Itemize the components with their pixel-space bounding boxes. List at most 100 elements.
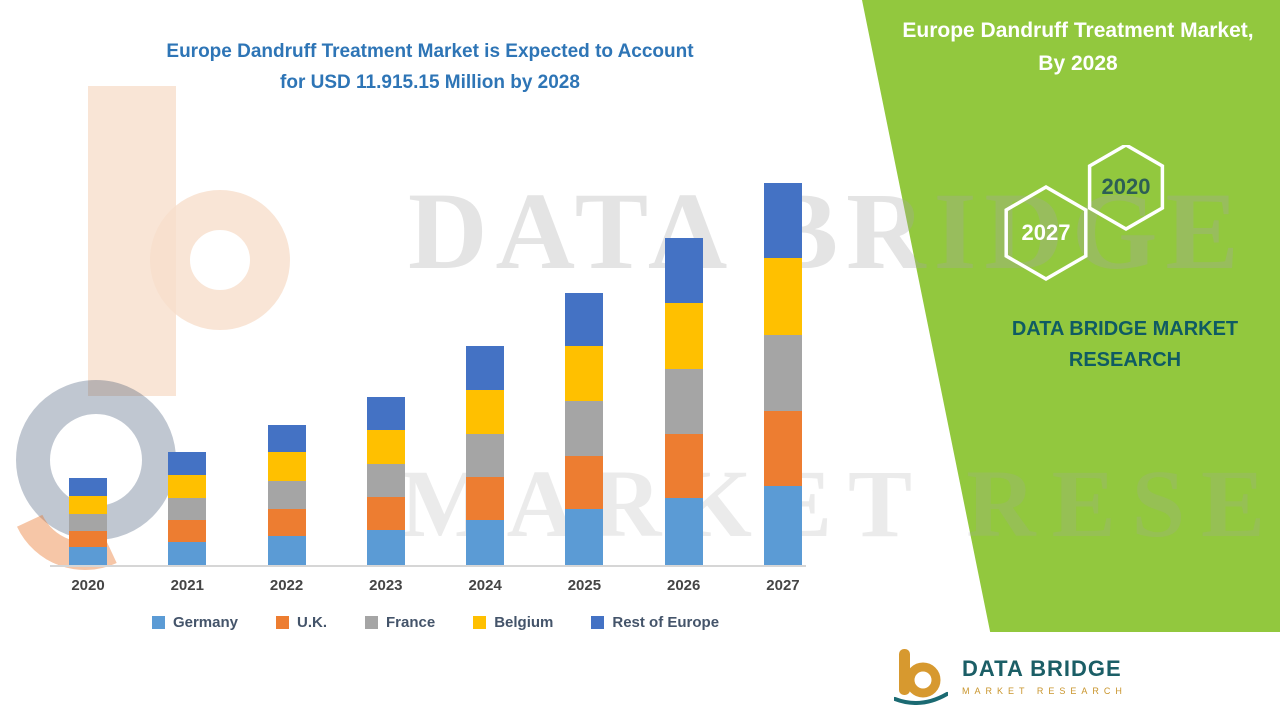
bar-stack	[168, 452, 207, 565]
legend-label: France	[385, 614, 436, 631]
panel-brand-text: DATA BRIDGE MARKET RESEARCH	[965, 314, 1280, 376]
watermark-text-line2: MARKET RESEARCH	[400, 450, 1280, 557]
bar-column	[58, 478, 118, 565]
page-title: Europe Dandruff Treatment Market is Expe…	[70, 36, 790, 98]
plot-area	[58, 172, 813, 565]
x-axis-label: 2023	[369, 577, 403, 594]
stacked-bar-chart: 2020 2021 2022 2023 2024 2025 2026 2027	[50, 172, 813, 594]
legend-item: Germany	[151, 614, 238, 631]
page-title-line1: Europe Dandruff Treatment Market is Expe…	[166, 41, 694, 62]
panel-heading-line1: Europe Dandruff Treatment Market,	[902, 19, 1254, 42]
bar-segment	[366, 397, 405, 430]
page-title-line2: for USD 11.915.15 Million by 2028	[280, 72, 580, 93]
bar-segment	[168, 452, 207, 475]
x-axis-label: 2020	[71, 577, 105, 594]
footer-logo-tagline: MARKET RESEARCH	[962, 686, 1127, 696]
legend-label: Germany	[172, 614, 238, 631]
x-axis-label: 2025	[567, 577, 602, 594]
legend-item: France	[364, 614, 436, 631]
bar-segment	[763, 334, 802, 411]
data-bridge-logo-icon	[894, 649, 948, 705]
bar-segment	[664, 498, 703, 565]
bar-segment	[763, 486, 802, 565]
bar-segment	[466, 520, 505, 565]
bar-segment	[69, 513, 107, 531]
watermark-text-line1: DATA BRIDGE	[408, 170, 1247, 292]
hexagon-year-2020: 2020	[1101, 174, 1151, 199]
legend-swatch	[591, 616, 605, 629]
hexagon-year-2027: 2027	[1021, 220, 1071, 245]
hexagon-badges	[1004, 145, 1165, 282]
bar-segment	[466, 346, 505, 390]
bar-segment	[168, 474, 207, 498]
bar-segment	[565, 401, 604, 456]
bar-segment	[366, 497, 405, 530]
panel-heading: Europe Dandruff Treatment Market, By 202…	[880, 14, 1276, 80]
legend-label: Belgium	[494, 614, 554, 631]
bar-column	[753, 183, 813, 565]
bar-segment	[763, 410, 802, 486]
panel-brand-line2: RESEARCH	[1068, 349, 1182, 371]
bar-segment	[267, 452, 306, 481]
bar-segment	[69, 547, 107, 565]
bar-segment	[565, 509, 604, 565]
bar-segment	[466, 477, 505, 520]
bar-segment	[763, 258, 802, 335]
bar-segment	[565, 293, 604, 346]
legend-swatch	[473, 616, 487, 629]
bar-segment	[763, 183, 802, 258]
legend-label: Rest of Europe	[612, 614, 720, 631]
bar-segment	[664, 433, 703, 498]
bar-segment	[168, 497, 207, 520]
hexagon-2027-outline	[1004, 184, 1088, 282]
x-axis-label: 2022	[269, 577, 304, 594]
legend-item: Belgium	[473, 614, 553, 631]
bar-stack	[664, 238, 703, 565]
bar-segment	[565, 455, 604, 509]
bar-segment	[267, 508, 306, 536]
bar-segment	[267, 425, 306, 453]
legend-item: Rest of Europe	[591, 614, 719, 631]
chart-legend: Germany U.K. France Belgium Rest of Europe	[58, 614, 813, 631]
bar-segment	[267, 536, 306, 565]
footer-logo-text: DATA BRIDGE MARKET RESEARCH	[962, 656, 1127, 696]
bar-stack	[69, 478, 107, 565]
bar-stack	[763, 183, 802, 565]
panel-brand-line1: DATA BRIDGE MARKET	[1011, 318, 1239, 340]
panel-heading-line2: By 2028	[1038, 52, 1118, 75]
bar-segment	[69, 530, 107, 547]
legend-label: U.K.	[296, 614, 327, 631]
bar-column	[257, 425, 317, 565]
legend-swatch	[275, 616, 289, 629]
bar-stack	[267, 425, 306, 565]
bar-stack	[565, 293, 604, 565]
bar-segment	[565, 346, 604, 401]
bar-segment	[366, 530, 405, 565]
bar-segment	[267, 480, 306, 509]
bar-segment	[366, 463, 405, 497]
x-axis-label: 2026	[667, 577, 701, 594]
bar-segment	[466, 389, 505, 434]
x-axis-label: 2021	[170, 577, 204, 594]
bar-segment	[168, 542, 207, 565]
footer-logo-box: DATA BRIDGE MARKET RESEARCH	[866, 632, 1280, 720]
bar-stack	[466, 346, 505, 565]
bar-segment	[69, 496, 107, 514]
bar-column	[455, 346, 515, 565]
legend-swatch	[364, 616, 378, 629]
bar-segment	[168, 520, 207, 542]
x-axis-line	[50, 565, 806, 567]
bar-stack	[366, 397, 405, 565]
bar-column	[654, 238, 714, 565]
bar-segment	[664, 368, 703, 434]
bar-column	[157, 452, 217, 565]
bar-column	[554, 293, 614, 565]
bar-segment	[664, 303, 703, 369]
x-axis-label: 2027	[766, 577, 800, 594]
bar-column	[356, 397, 416, 565]
bar-segment	[69, 478, 107, 496]
footer-logo-name: DATA BRIDGE	[962, 656, 1122, 681]
legend-item: U.K.	[275, 614, 327, 631]
legend-swatch	[151, 616, 165, 629]
